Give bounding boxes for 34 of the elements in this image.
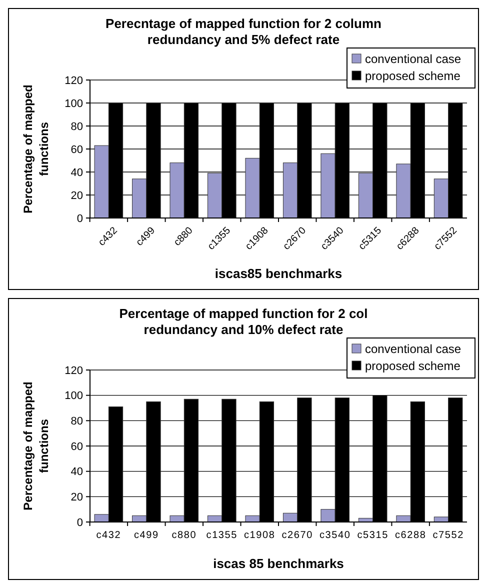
y-tick-label: 40 <box>70 466 83 478</box>
chart-title: Percentage of mapped function for 2 col redundancy and 10% defect rate <box>119 306 368 337</box>
legend-label: conventional case <box>365 52 462 66</box>
y-tick-label: 100 <box>64 98 83 110</box>
y-tick-label: 120 <box>64 74 83 87</box>
x-tick-label: c499 <box>134 530 159 541</box>
y-tick-label: 80 <box>70 120 83 133</box>
y-tick-label: 20 <box>70 492 83 504</box>
x-axis-title: iscas85 benchmarks <box>214 266 342 281</box>
x-tick-label: c3540 <box>319 530 351 541</box>
x-axis-title: iscas 85 benchmarks <box>213 556 344 571</box>
y-tick-label: 20 <box>70 190 83 202</box>
x-tick-label: c880 <box>172 530 197 541</box>
legend-label: conventional case <box>365 342 462 356</box>
y-tick-label: 0 <box>76 516 83 529</box>
y-axis-title: Percentage of mapped functions <box>21 84 52 214</box>
x-tick-label: c2670 <box>282 530 313 541</box>
y-tick-label: 0 <box>76 212 83 225</box>
x-tick-label: c1908 <box>244 530 276 541</box>
legend-label: proposed scheme <box>365 69 461 84</box>
x-tick-label: c6288 <box>394 530 426 541</box>
x-tick-label: c7552 <box>432 530 464 541</box>
chart-title: Perecntage of mapped function for 2 column redundancy and 5% defect rate <box>106 16 382 47</box>
y-tick-label: 120 <box>64 364 83 377</box>
y-tick-label: 60 <box>70 144 83 156</box>
y-tick-label: 80 <box>70 416 83 428</box>
x-tick-label: c1355 <box>206 530 238 541</box>
x-tick-label: c432 <box>96 530 122 541</box>
x-tick-label: c5315 <box>357 530 388 541</box>
y-tick-label: 40 <box>70 166 83 179</box>
y-axis-title: Percentage of mapped functions <box>21 382 52 510</box>
legend-label: proposed scheme <box>365 359 461 374</box>
y-tick-label: 60 <box>70 440 83 453</box>
y-tick-label: 100 <box>64 390 83 402</box>
